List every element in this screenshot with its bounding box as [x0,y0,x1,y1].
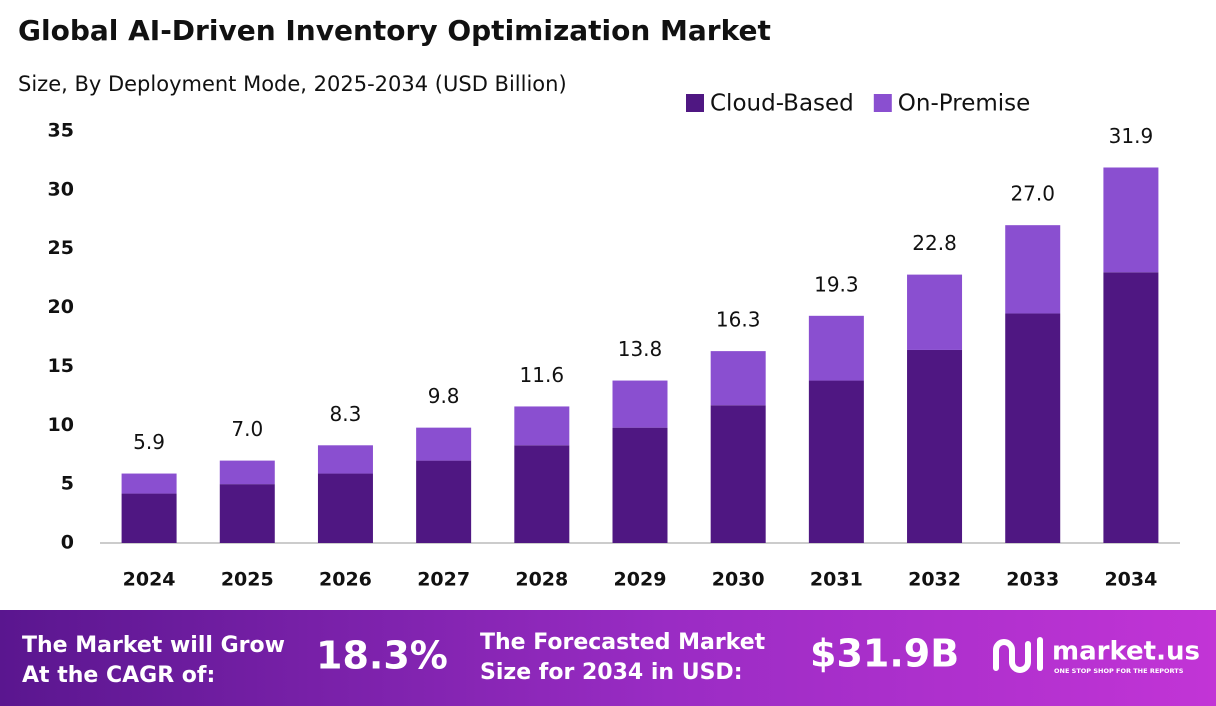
bar-segment [907,349,963,543]
bar-segment [317,445,373,474]
bar-segment [514,406,570,446]
bar-segment [416,427,472,461]
y-tick-label: 10 [48,414,74,436]
total-label: 16.3 [716,308,761,332]
bar-segment [612,380,668,428]
x-tick-label: 2028 [515,569,568,591]
bar-segment [907,274,963,350]
total-label: 8.3 [330,402,362,426]
cagr-value: 18.3% [316,634,448,678]
y-tick-label: 0 [61,532,74,554]
total-label: 27.0 [1010,182,1055,206]
size-text: Size for 2034 in USD: [480,660,743,685]
total-label: 9.8 [428,384,460,408]
logo-icon [993,637,1043,673]
bar-segment [1005,313,1061,543]
y-tick-label: 35 [48,120,74,142]
total-label: 22.8 [912,231,957,255]
legend-swatch [873,94,892,112]
y-tick-label: 30 [48,178,74,200]
legend-label: On-Premise [898,91,1030,117]
cagr-text: At the CAGR of: [22,663,215,688]
bar-segment [710,351,766,406]
footer-banner [0,610,1216,706]
cagr-text: The Market will Grow [22,633,285,658]
bar-segment [808,380,864,543]
brand: market.us [1052,637,1200,667]
x-tick-label: 2025 [221,569,274,591]
bar-segment [1103,167,1159,273]
size-text: The Forecasted Market [480,630,766,655]
total-label: 5.9 [133,430,165,454]
total-label: 19.3 [814,272,859,296]
bar-segment [612,427,668,543]
y-tick-label: 5 [61,473,74,495]
bar-segment [1005,225,1061,314]
x-tick-label: 2032 [908,569,961,591]
y-tick-label: 20 [48,296,74,318]
chart-subtitle: Size, By Deployment Mode, 2025-2034 (USD… [18,72,567,96]
bar-segment [710,405,766,543]
x-tick-label: 2027 [417,569,470,591]
bar-segment [1103,272,1159,543]
bar-segment [317,473,373,543]
legend-label: Cloud-Based [710,91,854,117]
bar-segment [219,484,275,543]
x-tick-label: 2029 [614,569,667,591]
x-tick-label: 2034 [1104,569,1157,591]
x-tick-label: 2030 [712,569,765,591]
total-label: 31.9 [1109,124,1154,148]
legend-swatch [686,94,704,112]
y-tick-label: 15 [48,355,74,377]
total-label: 11.6 [520,363,565,387]
x-tick-label: 2033 [1006,569,1059,591]
bar-segment [416,460,472,543]
bar-segment [514,445,570,543]
chart-title: Global AI-Driven Inventory Optimization … [18,14,771,47]
bar-segment [121,473,177,494]
total-label: 13.8 [618,337,663,361]
tagline: ONE STOP SHOP FOR THE REPORTS [1054,667,1184,675]
x-tick-label: 2024 [123,569,176,591]
y-tick-label: 25 [48,237,74,259]
bar-segment [121,493,177,543]
x-tick-label: 2026 [319,569,372,591]
bar-segment [219,460,275,485]
total-label: 7.0 [231,417,263,441]
bar-segment [808,315,864,381]
size-value: $31.9B [810,632,959,676]
x-tick-label: 2031 [810,569,863,591]
